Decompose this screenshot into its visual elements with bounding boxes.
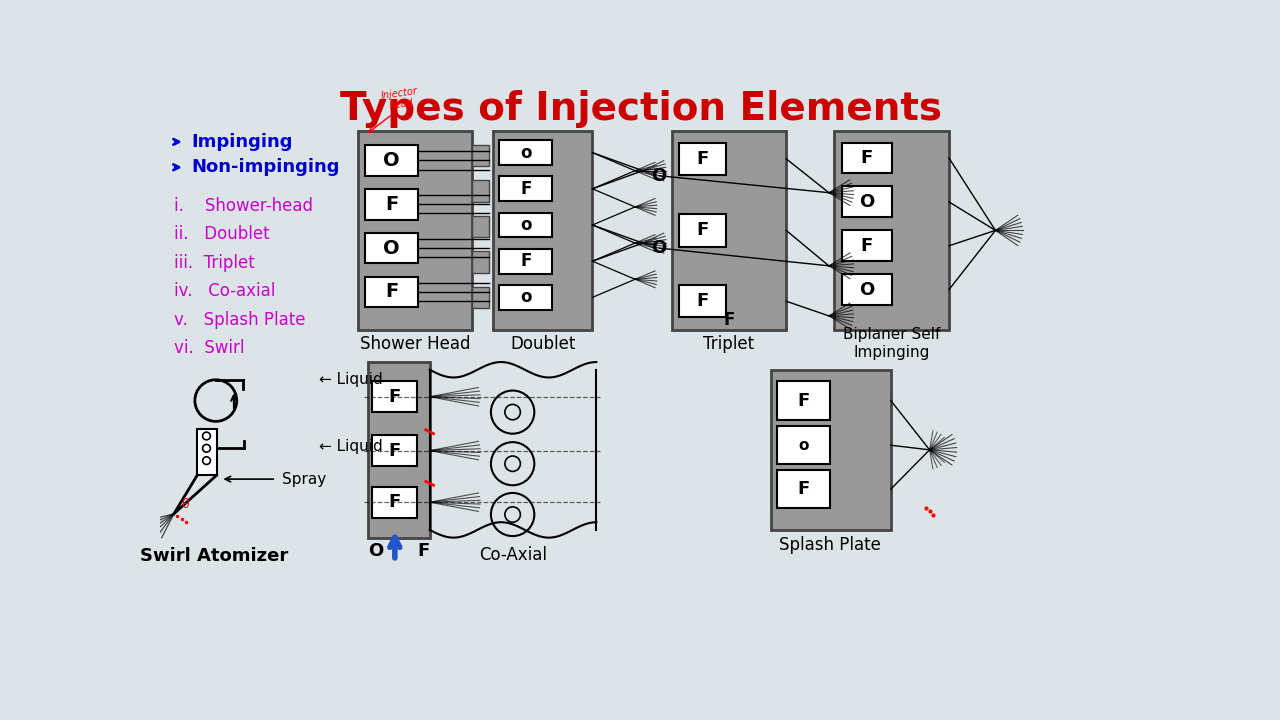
- Text: o: o: [520, 289, 531, 307]
- Text: F: F: [385, 194, 398, 214]
- Text: Co-Axial: Co-Axial: [479, 546, 547, 564]
- Text: Injector
head: Injector head: [380, 86, 420, 112]
- Bar: [365, 145, 419, 176]
- Bar: [499, 176, 552, 201]
- Bar: [777, 426, 829, 464]
- Bar: [472, 216, 489, 238]
- Text: O: O: [859, 281, 874, 299]
- Bar: [365, 276, 419, 307]
- Text: F: F: [388, 387, 401, 405]
- Bar: [371, 435, 416, 466]
- Bar: [197, 429, 216, 475]
- Bar: [367, 362, 430, 538]
- Text: Shower Head: Shower Head: [360, 335, 470, 353]
- Text: F: F: [417, 542, 430, 560]
- Bar: [842, 230, 892, 261]
- Bar: [680, 143, 726, 175]
- Bar: [777, 470, 829, 508]
- Text: o: o: [520, 143, 531, 161]
- Text: Impinging: Impinging: [191, 132, 293, 150]
- Text: F: F: [696, 150, 709, 168]
- Text: F: F: [388, 441, 401, 459]
- Text: O: O: [652, 167, 667, 185]
- Text: Swirl Atomizer: Swirl Atomizer: [140, 547, 288, 565]
- Text: O: O: [384, 238, 401, 258]
- Bar: [771, 370, 891, 530]
- Bar: [835, 131, 948, 330]
- Bar: [680, 215, 726, 246]
- Text: F: F: [860, 149, 873, 167]
- Text: F: F: [797, 392, 809, 410]
- Bar: [499, 140, 552, 165]
- Text: F: F: [520, 180, 531, 198]
- Bar: [842, 274, 892, 305]
- Bar: [357, 131, 472, 330]
- Text: Biplaner Self
Impinging: Biplaner Self Impinging: [844, 328, 941, 360]
- Text: O: O: [859, 193, 874, 211]
- Text: Types of Injection Elements: Types of Injection Elements: [339, 91, 942, 128]
- Text: O: O: [367, 542, 383, 560]
- Text: Doublet: Doublet: [511, 335, 576, 353]
- Bar: [371, 487, 416, 518]
- Text: i.    Shower-head: i. Shower-head: [174, 197, 312, 215]
- Text: iii.  Triplet: iii. Triplet: [174, 253, 255, 271]
- Text: F: F: [388, 493, 401, 511]
- Text: F: F: [797, 480, 809, 498]
- Text: F: F: [723, 312, 735, 330]
- Bar: [499, 212, 552, 238]
- Bar: [472, 287, 489, 308]
- Text: θ: θ: [182, 498, 189, 511]
- Bar: [499, 249, 552, 274]
- Bar: [472, 145, 489, 166]
- Text: ii.   Doublet: ii. Doublet: [174, 225, 270, 243]
- Text: v.   Splash Plate: v. Splash Plate: [174, 311, 306, 329]
- Bar: [672, 131, 786, 330]
- Text: Splash Plate: Splash Plate: [780, 536, 882, 554]
- Text: ← Liquid: ← Liquid: [319, 439, 383, 454]
- Bar: [472, 180, 489, 202]
- Text: vi.  Swirl: vi. Swirl: [174, 339, 244, 357]
- Text: o: o: [797, 438, 809, 453]
- Text: O: O: [652, 239, 667, 257]
- Bar: [365, 189, 419, 220]
- Bar: [842, 186, 892, 217]
- Text: Triplet: Triplet: [703, 335, 754, 353]
- Text: F: F: [385, 282, 398, 302]
- Bar: [777, 382, 829, 420]
- Bar: [493, 131, 593, 330]
- Text: O: O: [384, 150, 401, 170]
- Bar: [365, 233, 419, 264]
- Bar: [842, 143, 892, 174]
- Text: ← Liquid: ← Liquid: [319, 372, 383, 387]
- Text: F: F: [860, 237, 873, 255]
- Bar: [499, 285, 552, 310]
- Bar: [680, 285, 726, 318]
- Bar: [371, 382, 416, 412]
- Text: o: o: [520, 216, 531, 234]
- Text: F: F: [696, 292, 709, 310]
- Text: F: F: [520, 252, 531, 270]
- Text: iv.   Co-axial: iv. Co-axial: [174, 282, 275, 300]
- Text: Spray: Spray: [283, 472, 326, 487]
- Bar: [472, 251, 489, 273]
- Text: Non-impinging: Non-impinging: [191, 158, 339, 176]
- Text: F: F: [696, 221, 709, 239]
